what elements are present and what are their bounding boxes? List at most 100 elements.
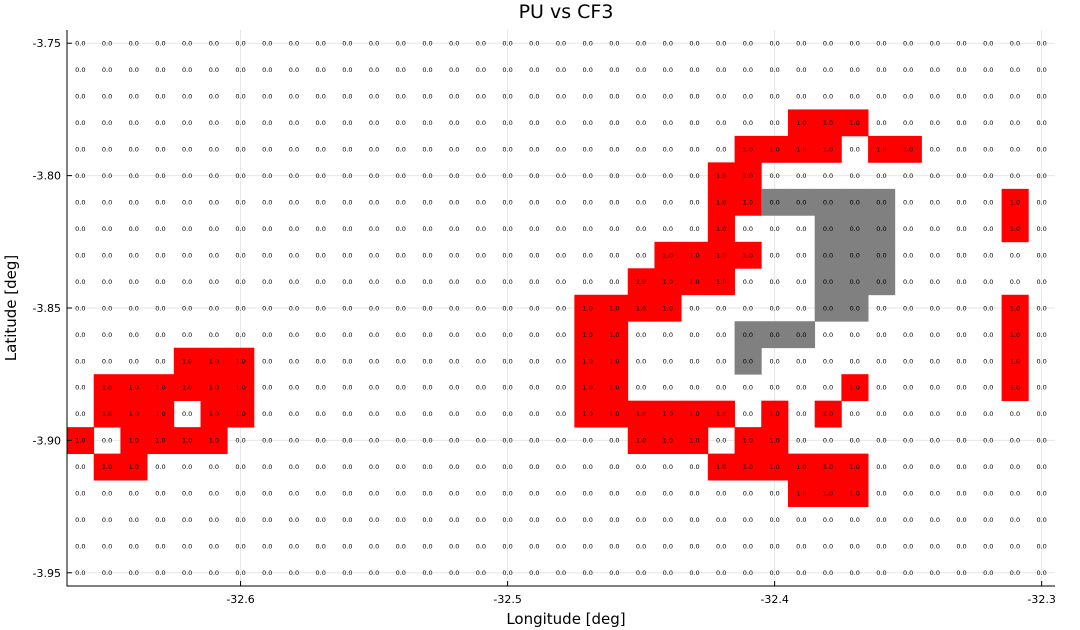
heatmap-cell — [574, 294, 602, 322]
cell-value-label: 0.0 — [1010, 569, 1020, 577]
cell-value-label: 0.0 — [663, 145, 673, 153]
cell-value-label: 0.0 — [850, 40, 860, 48]
cell-value-label: 0.0 — [129, 331, 139, 339]
cell-value-label: 0.0 — [369, 225, 379, 233]
cell-value-label: 0.0 — [529, 40, 539, 48]
cell-value-label: 0.0 — [823, 304, 833, 312]
grid-lines — [67, 30, 1055, 586]
cell-value-label: 0.0 — [956, 543, 966, 551]
heatmap-cell — [707, 162, 735, 190]
cell-value-label: 0.0 — [396, 119, 406, 127]
cell-value-label: 0.0 — [449, 569, 459, 577]
cell-value-label: 0.0 — [155, 331, 165, 339]
cell-value-label: 0.0 — [449, 251, 459, 259]
cell-value-label: 0.0 — [769, 119, 779, 127]
cell-value-label: 1.0 — [716, 172, 726, 180]
cell-value-label: 0.0 — [155, 357, 165, 365]
cell-value-label: 0.0 — [930, 66, 940, 74]
cell-value-label: 0.0 — [316, 384, 326, 392]
cell-value-label: 0.0 — [956, 331, 966, 339]
cell-value-label: 0.0 — [1036, 490, 1046, 498]
cell-value-label: 0.0 — [956, 119, 966, 127]
cell-value-label: 0.0 — [75, 543, 85, 551]
cell-value-label: 1.0 — [102, 410, 112, 418]
cell-value-label: 0.0 — [850, 92, 860, 100]
cell-value-label: 0.0 — [396, 410, 406, 418]
cell-value-label: 0.0 — [75, 516, 85, 524]
cell-value-label: 0.0 — [609, 145, 619, 153]
cell-value-label: 0.0 — [316, 357, 326, 365]
cell-value-label: 0.0 — [556, 66, 566, 74]
cell-value-label: 0.0 — [316, 437, 326, 445]
cell-value-label: 1.0 — [769, 463, 779, 471]
cell-value-label: 0.0 — [262, 357, 272, 365]
cell-value-label: 1.0 — [609, 304, 619, 312]
cell-value-label: 0.0 — [182, 92, 192, 100]
cell-value-label: 0.0 — [1010, 410, 1020, 418]
cell-value-label: 0.0 — [956, 357, 966, 365]
cell-value-label: 0.0 — [502, 384, 512, 392]
cell-value-label: 0.0 — [262, 225, 272, 233]
cell-value-label: 0.0 — [316, 92, 326, 100]
cell-value-label: 0.0 — [583, 119, 593, 127]
cell-value-label: 0.0 — [209, 172, 219, 180]
cell-value-label: 0.0 — [75, 357, 85, 365]
cell-value-label: 0.0 — [556, 145, 566, 153]
cell-value-label: 0.0 — [769, 304, 779, 312]
cell-value-label: 0.0 — [556, 172, 566, 180]
heatmap-cell — [814, 294, 842, 322]
cell-value-label: 1.0 — [903, 145, 913, 153]
cell-value-label: 1.0 — [716, 463, 726, 471]
heatmap-cell — [707, 188, 735, 216]
cell-value-label: 0.0 — [102, 172, 112, 180]
cell-value-label: 0.0 — [102, 66, 112, 74]
cell-value-label: 0.0 — [956, 516, 966, 524]
cell-value-label: 0.0 — [983, 198, 993, 206]
cell-value-label: 1.0 — [850, 490, 860, 498]
cell-value-label: 0.0 — [102, 40, 112, 48]
cell-value-label: 0.0 — [636, 516, 646, 524]
cell-value-label: 0.0 — [155, 225, 165, 233]
cell-value-label: 0.0 — [129, 40, 139, 48]
cell-value-label: 0.0 — [1036, 463, 1046, 471]
cell-value-label: 0.0 — [903, 490, 913, 498]
cell-value-label: 0.0 — [369, 40, 379, 48]
cell-value-label: 0.0 — [289, 384, 299, 392]
cell-value-label: 0.0 — [316, 331, 326, 339]
heatmap-cell — [654, 241, 682, 269]
cell-value-label: 0.0 — [316, 543, 326, 551]
cell-value-label: 0.0 — [1010, 490, 1020, 498]
cell-value-label: 0.0 — [956, 490, 966, 498]
heatmap-cell — [787, 480, 816, 507]
cell-value-label: 1.0 — [235, 357, 245, 365]
cell-value-label: 0.0 — [983, 278, 993, 286]
cell-value-label: 0.0 — [129, 357, 139, 365]
cell-value-label: 1.0 — [129, 384, 139, 392]
heatmap-cell — [147, 427, 175, 455]
cell-value-label: 0.0 — [583, 569, 593, 577]
cell-value-label: 0.0 — [1010, 66, 1020, 74]
cell-value-label: 0.0 — [476, 92, 486, 100]
cell-value-label: 0.0 — [316, 145, 326, 153]
cell-value-label: 0.0 — [289, 516, 299, 524]
cell-value-label: 0.0 — [769, 251, 779, 259]
cell-value-label: 0.0 — [422, 543, 432, 551]
cell-value-label: 1.0 — [743, 437, 753, 445]
cell-value-label: 0.0 — [129, 172, 139, 180]
cell-value-label: 0.0 — [396, 66, 406, 74]
cell-value-label: 0.0 — [1010, 516, 1020, 524]
cell-value-label: 1.0 — [583, 410, 593, 418]
cell-value-label: 0.0 — [529, 437, 539, 445]
cell-value-label: 0.0 — [930, 516, 940, 524]
cell-value-label: 0.0 — [956, 92, 966, 100]
cell-value-label: 0.0 — [262, 92, 272, 100]
heatmap-cell — [574, 400, 602, 428]
cell-value-label: 0.0 — [583, 463, 593, 471]
cell-value-label: 0.0 — [609, 198, 619, 206]
cell-value-label: 0.0 — [689, 92, 699, 100]
cell-value-label: 0.0 — [422, 145, 432, 153]
cell-value-label: 0.0 — [823, 569, 833, 577]
cell-value-label: 0.0 — [823, 516, 833, 524]
cell-value-label: 0.0 — [663, 225, 673, 233]
cell-value-label: 0.0 — [956, 437, 966, 445]
